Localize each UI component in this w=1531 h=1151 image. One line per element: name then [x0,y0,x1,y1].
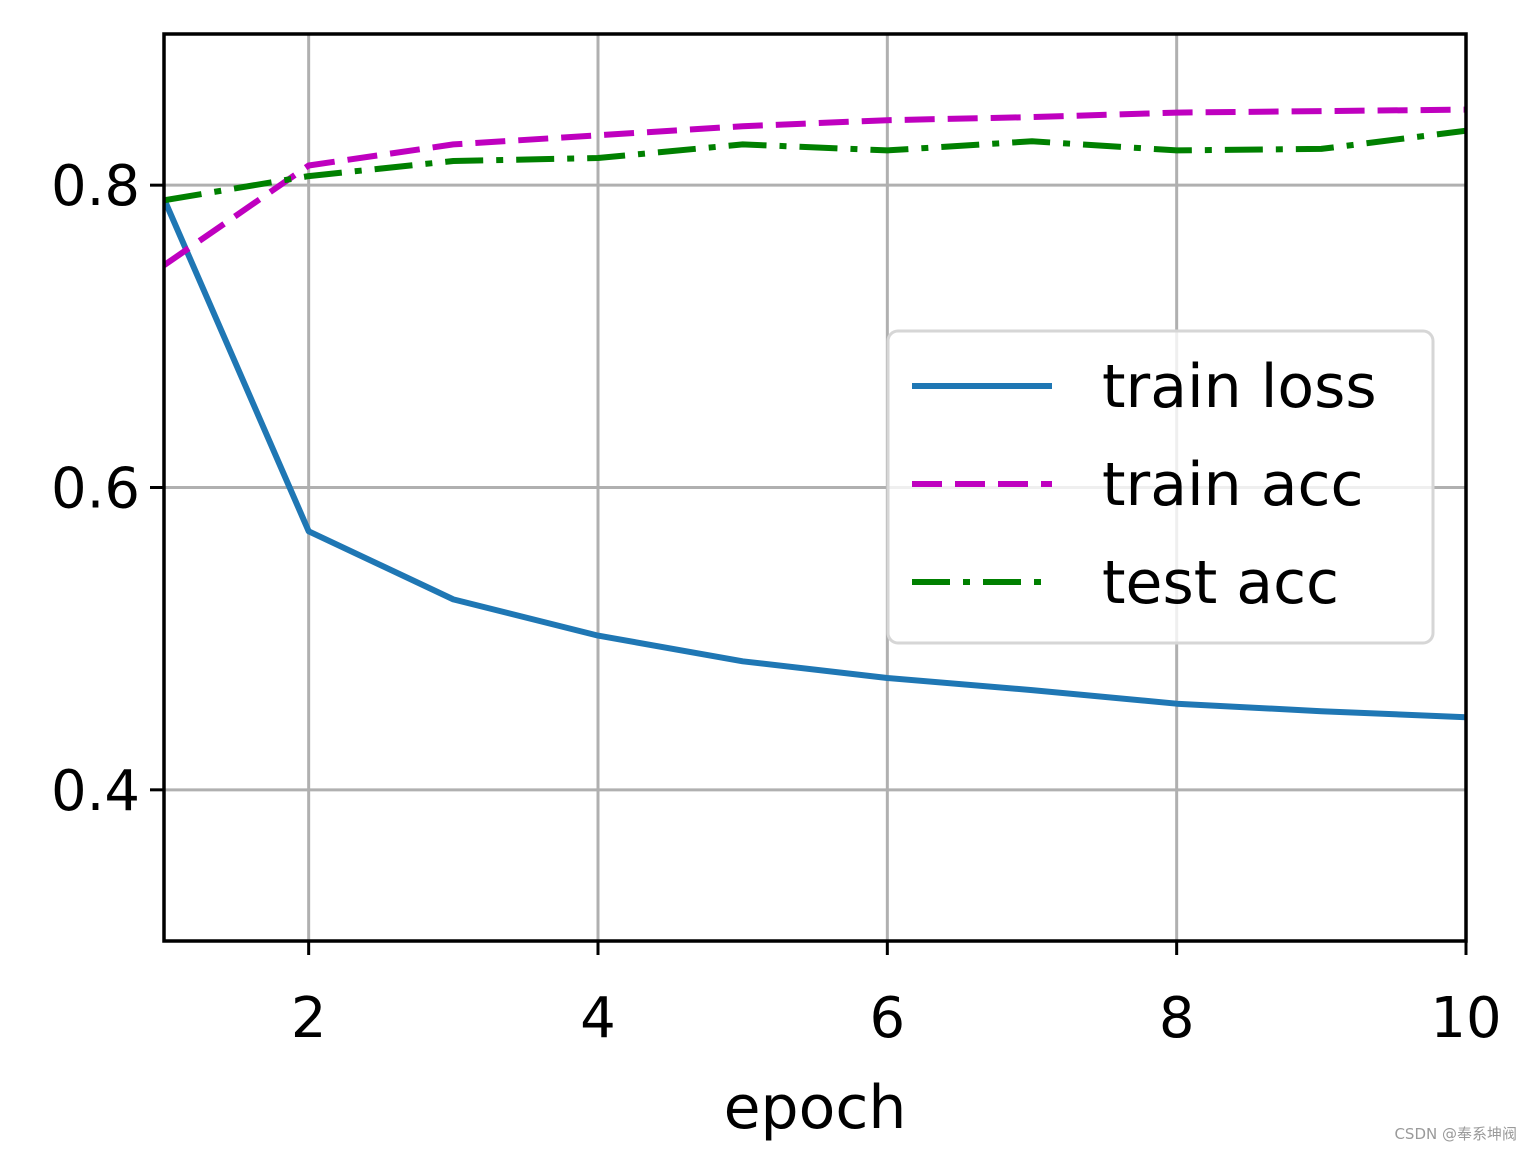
x-tick-label: 4 [580,986,616,1051]
x-tick-label: 10 [1430,986,1501,1051]
y-tick-label: 0.6 [51,457,140,522]
legend-box [886,329,1435,645]
x-axis-label: epoch [724,1073,907,1143]
watermark: CSDN @奉系坤阀 [1394,1125,1517,1143]
legend-label-train-loss: train loss [1102,352,1377,422]
series-line-train-loss [164,197,1466,721]
x-tick-label: 6 [870,986,906,1051]
x-tick-label: 8 [1159,986,1195,1051]
x-tick-label: 2 [291,986,327,1051]
series-line-test-acc [164,127,1466,204]
series-line-train-acc [164,106,1466,268]
legend: train loss train acc test acc [886,329,1435,645]
series-layer [164,106,1466,721]
legend-label-train-acc: train acc [1102,450,1363,520]
legend-label-test-acc: test acc [1102,548,1339,618]
y-tick-label: 0.8 [51,154,140,219]
axis-ticks: 2 4 6 8 10 0.4 0.6 0.8 [51,154,1502,1051]
y-tick-label: 0.4 [51,759,140,824]
